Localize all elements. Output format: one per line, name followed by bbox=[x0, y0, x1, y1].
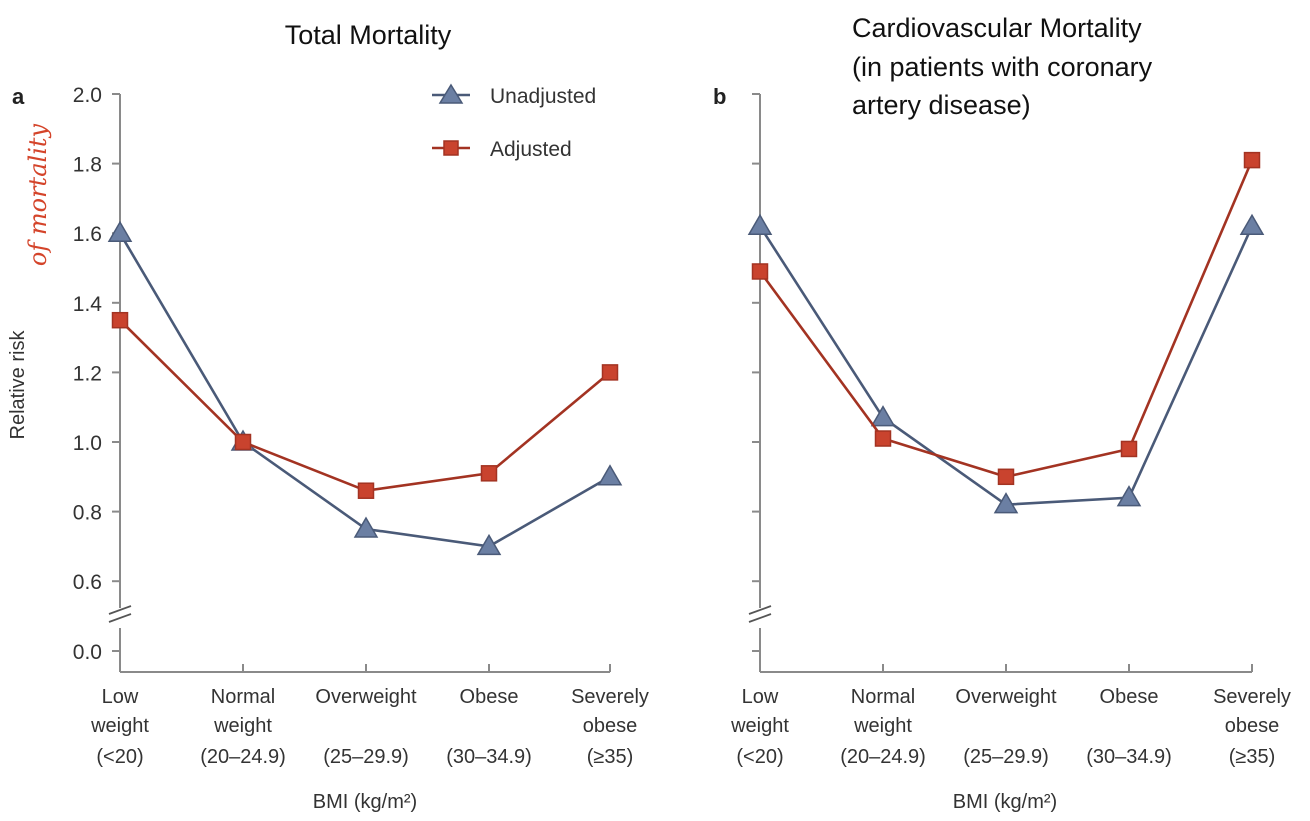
x-category-label: obese bbox=[583, 715, 638, 737]
x-category-label: (25–29.9) bbox=[963, 746, 1049, 768]
series-line-adjusted bbox=[119, 319, 611, 493]
data-point-unadjusted bbox=[870, 405, 896, 427]
y-tick-label: 0.0 bbox=[73, 641, 102, 664]
data-point-adjusted bbox=[874, 430, 892, 447]
legend-unadjusted-marker bbox=[438, 83, 464, 104]
x-category-label: Low bbox=[742, 686, 779, 708]
data-point-adjusted bbox=[111, 311, 129, 329]
x-category-label: Obese bbox=[460, 686, 519, 708]
panel-b-title-line-1: Cardiovascular Mortality bbox=[852, 13, 1142, 43]
axis-break-mark bbox=[108, 605, 132, 615]
x-category-label: Normal bbox=[851, 686, 915, 708]
x-category-label: Normal bbox=[211, 686, 275, 708]
axis-break-mark bbox=[108, 613, 132, 623]
y-tick-label: 1.8 bbox=[73, 154, 102, 177]
series-line-unadjusted bbox=[758, 225, 1254, 506]
x-category-label: Overweight bbox=[955, 686, 1057, 708]
panel-a-ylabel: Relative risk bbox=[7, 330, 29, 440]
x-category-label: Overweight bbox=[315, 686, 417, 708]
data-point-adjusted bbox=[1120, 440, 1138, 458]
data-point-unadjusted bbox=[597, 464, 623, 486]
panel-b-xlabel: BMI (kg/m²) bbox=[953, 791, 1057, 813]
x-category-label: (30–34.9) bbox=[446, 746, 532, 768]
x-category-label: (20–24.9) bbox=[200, 746, 286, 768]
x-category-label: (30–34.9) bbox=[1086, 746, 1172, 768]
panel-a-xlabel: BMI (kg/m²) bbox=[313, 791, 417, 813]
legend: Unadjusted Adjusted bbox=[432, 83, 596, 161]
x-category-label: (≥35) bbox=[587, 746, 634, 768]
legend-unadjusted-label: Unadjusted bbox=[490, 85, 596, 108]
legend-adjusted-marker bbox=[443, 140, 459, 156]
panel-a-letter: a bbox=[12, 84, 25, 109]
data-point-unadjusted bbox=[1239, 213, 1265, 235]
panel-b-letter: b bbox=[713, 84, 726, 109]
y-tick-label: 0.6 bbox=[73, 571, 102, 594]
data-point-unadjusted bbox=[476, 533, 502, 556]
legend-adjusted-label: Adjusted bbox=[490, 138, 572, 161]
x-category-label: (<20) bbox=[96, 746, 143, 768]
data-point-adjusted bbox=[1243, 151, 1261, 169]
series-line-adjusted bbox=[758, 159, 1254, 479]
y-tick-label: 1.0 bbox=[73, 432, 102, 455]
panel-b-title-line-2: (in patients with coronary bbox=[852, 52, 1153, 82]
x-category-label: (<20) bbox=[736, 746, 783, 768]
panel-b-title-line-3: artery disease) bbox=[852, 90, 1031, 120]
x-category-label: Obese bbox=[1100, 686, 1159, 708]
panel-a-title: Total Mortality bbox=[285, 20, 452, 50]
x-category-label: weight bbox=[90, 715, 149, 737]
axis-break-mark bbox=[748, 613, 772, 623]
data-point-adjusted bbox=[997, 468, 1015, 486]
x-category-label: (≥35) bbox=[1229, 746, 1276, 768]
series-line-unadjusted bbox=[118, 232, 611, 548]
x-category-label: Severely bbox=[571, 686, 649, 708]
y-tick-label: 1.6 bbox=[73, 223, 102, 246]
x-category-label: weight bbox=[213, 715, 272, 737]
axis-break-mark bbox=[748, 605, 772, 615]
data-point-adjusted bbox=[357, 482, 375, 499]
y-tick-label: 2.0 bbox=[73, 84, 102, 107]
x-category-label: Severely bbox=[1213, 686, 1291, 708]
x-category-label: weight bbox=[730, 715, 789, 737]
data-point-unadjusted bbox=[747, 213, 773, 235]
x-category-label: weight bbox=[853, 715, 912, 737]
data-point-unadjusted bbox=[107, 220, 133, 242]
handwritten-annotation: of mortality bbox=[24, 123, 52, 266]
data-point-unadjusted bbox=[1116, 485, 1142, 507]
y-tick-label: 1.2 bbox=[73, 362, 102, 385]
y-tick-label: 1.4 bbox=[73, 293, 103, 316]
x-category-label: obese bbox=[1225, 715, 1280, 737]
x-category-label: Low bbox=[102, 686, 139, 708]
data-point-adjusted bbox=[234, 433, 252, 451]
data-point-adjusted bbox=[751, 263, 769, 280]
data-point-unadjusted bbox=[993, 492, 1019, 514]
y-tick-label: 0.8 bbox=[73, 502, 102, 525]
panel-b-title: Cardiovascular Mortality (in patients wi… bbox=[852, 13, 1153, 120]
data-point-adjusted bbox=[480, 465, 498, 482]
data-point-adjusted bbox=[601, 364, 619, 381]
x-category-label: (20–24.9) bbox=[840, 746, 926, 768]
x-category-label: (25–29.9) bbox=[323, 746, 409, 768]
data-point-unadjusted bbox=[353, 516, 379, 538]
panel-b-plot: Low weight (<20) Normal weight (20–24.9) Overw… bbox=[730, 93, 1291, 768]
